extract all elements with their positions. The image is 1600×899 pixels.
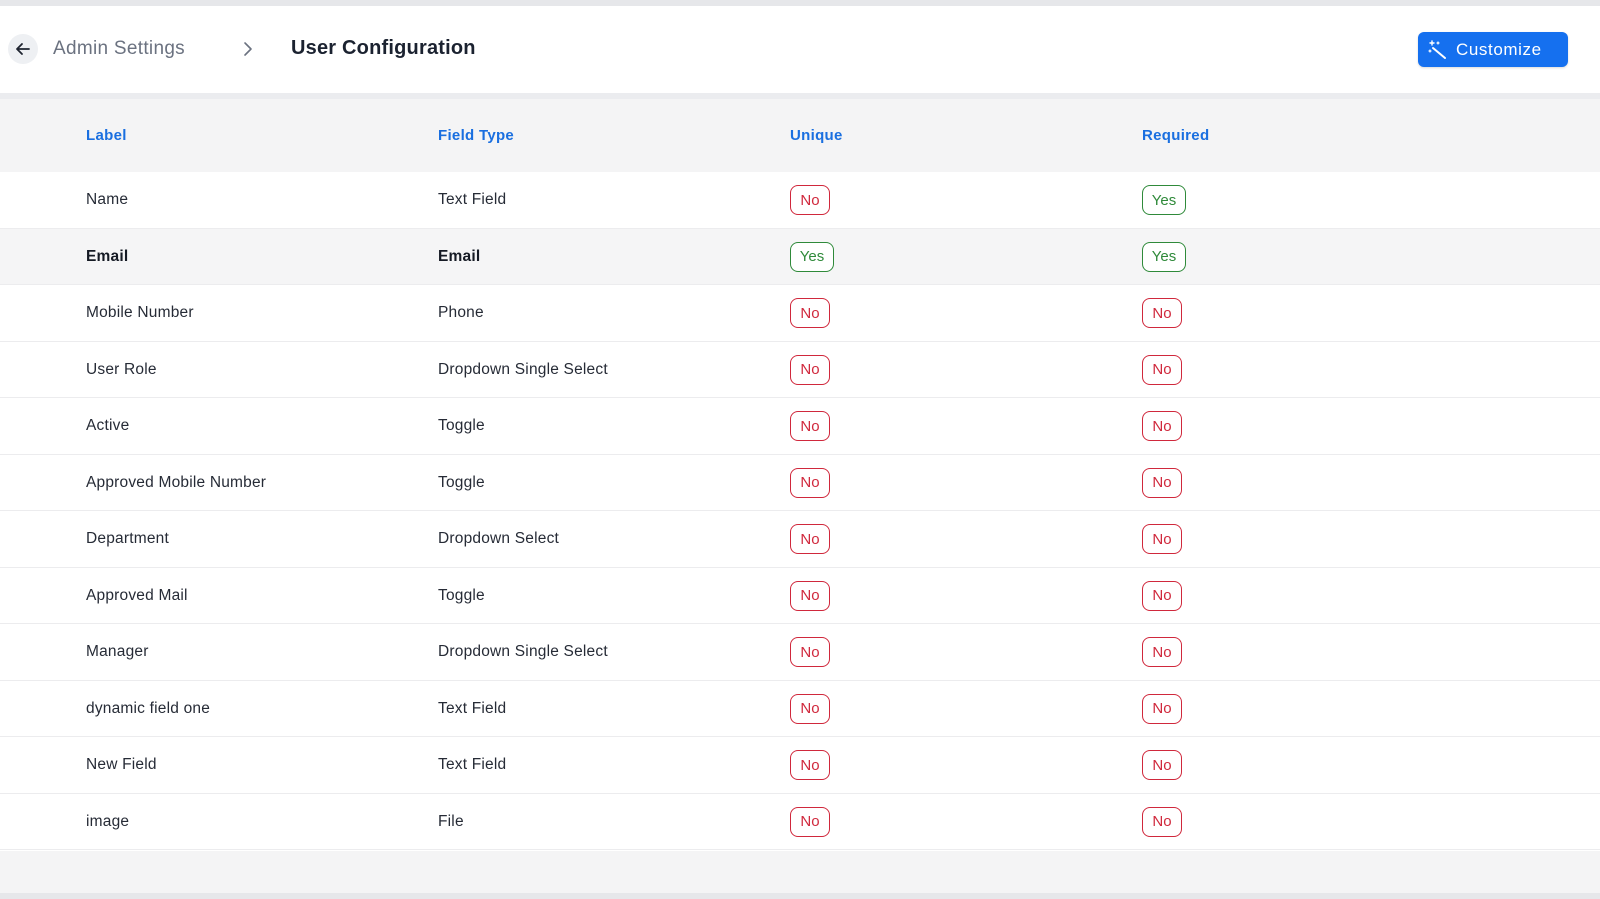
table-row[interactable]: Manager Dropdown Single Select No No: [0, 624, 1600, 681]
cell-label: Manager: [86, 643, 149, 660]
table-row[interactable]: New Field Text Field No No: [0, 737, 1600, 794]
column-header-label[interactable]: Label: [86, 127, 127, 144]
unique-badge: No: [790, 693, 830, 724]
cell-label: New Field: [86, 756, 157, 773]
table-row[interactable]: Active Toggle No No: [0, 398, 1600, 455]
table-footer: [0, 851, 1600, 893]
chevron-right-icon: [244, 42, 252, 56]
table-row[interactable]: image File No No: [0, 793, 1600, 850]
column-header-field-type[interactable]: Field Type: [438, 127, 515, 144]
table-row[interactable]: dynamic field one Text Field No No: [0, 680, 1600, 737]
customize-label: Customize: [1456, 39, 1542, 59]
cell-field-type: Toggle: [438, 586, 485, 604]
customize-button[interactable]: Customize: [1418, 32, 1568, 67]
required-badge: No: [1142, 298, 1182, 328]
cell-label: Active: [86, 417, 130, 434]
cell-label: Department: [86, 530, 169, 547]
magic-wand-icon: [1428, 39, 1446, 59]
required-badge: No: [1142, 467, 1182, 498]
table-row[interactable]: Email Email Yes Yes: [0, 228, 1600, 285]
table-row[interactable]: User Role Dropdown Single Select No No: [0, 341, 1600, 398]
cell-label: User Role: [86, 360, 157, 378]
table-row[interactable]: Approved Mobile Number Toggle No No: [0, 454, 1600, 511]
cell-field-type: Text Field: [438, 756, 507, 773]
unique-badge: No: [790, 806, 830, 837]
unique-badge: No: [790, 185, 830, 215]
arrow-left-icon: [16, 43, 30, 55]
cell-label: Approved Mobile Number: [86, 473, 267, 491]
required-badge: No: [1142, 637, 1182, 667]
back-button[interactable]: [8, 34, 38, 64]
unique-badge: Yes: [790, 241, 834, 272]
cell-label: Approved Mail: [86, 586, 188, 604]
required-badge: No: [1142, 411, 1182, 441]
table-row[interactable]: Approved Mail Toggle No No: [0, 567, 1600, 624]
required-badge: No: [1142, 580, 1182, 611]
top-border: [0, 0, 1600, 6]
cell-field-type: Dropdown Single Select: [438, 643, 608, 660]
page-header: Admin Settings User Configuration Custom…: [0, 6, 1600, 93]
cell-field-type: Text Field: [438, 191, 507, 208]
unique-badge: No: [790, 411, 830, 441]
column-header-unique[interactable]: Unique: [790, 127, 843, 144]
cell-field-type: Phone: [438, 304, 484, 321]
cell-field-type: Dropdown Single Select: [438, 360, 608, 378]
unique-badge: No: [790, 580, 830, 611]
unique-badge: No: [790, 354, 830, 385]
cell-field-type: Toggle: [438, 473, 485, 491]
bottom-border: [0, 893, 1600, 899]
cell-field-type: Toggle: [438, 417, 485, 434]
cell-field-type: Dropdown Select: [438, 530, 560, 547]
unique-badge: No: [790, 524, 830, 554]
unique-badge: No: [790, 750, 830, 780]
unique-badge: No: [790, 637, 830, 667]
breadcrumb-admin-settings[interactable]: Admin Settings: [53, 38, 185, 59]
cell-field-type: Email: [438, 247, 481, 265]
cell-label: Mobile Number: [86, 304, 194, 321]
cell-label: Email: [86, 247, 129, 265]
table-body: Name Text Field No Yes Email Email Yes Y…: [0, 172, 1600, 850]
unique-badge: No: [790, 467, 830, 498]
cell-field-type: File: [438, 812, 464, 830]
table-row[interactable]: Department Dropdown Select No No: [0, 511, 1600, 568]
table-row[interactable]: Name Text Field No Yes: [0, 172, 1600, 229]
required-badge: No: [1142, 524, 1182, 554]
cell-label: image: [86, 812, 130, 830]
column-header-required[interactable]: Required: [1142, 127, 1210, 144]
required-badge: No: [1142, 806, 1182, 837]
required-badge: No: [1142, 354, 1182, 385]
required-badge: No: [1142, 750, 1182, 780]
table-row[interactable]: Mobile Number Phone No No: [0, 285, 1600, 342]
cell-field-type: Text Field: [438, 699, 507, 717]
unique-badge: No: [790, 298, 830, 328]
table-header-row: Label Field Type Unique Required: [0, 99, 1600, 172]
page-title: User Configuration: [291, 37, 476, 59]
required-badge: Yes: [1142, 241, 1186, 272]
cell-label: dynamic field one: [86, 699, 211, 717]
required-badge: Yes: [1142, 185, 1186, 215]
header-divider: [0, 93, 1600, 99]
cell-label: Name: [86, 191, 129, 208]
required-badge: No: [1142, 693, 1182, 724]
